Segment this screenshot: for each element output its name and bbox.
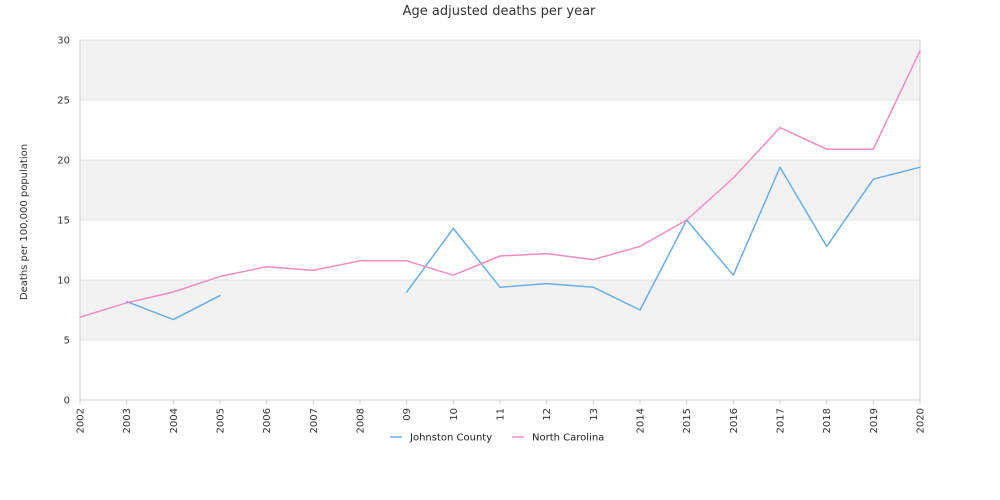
y-axis-label: Deaths per 100,000 population <box>19 144 30 300</box>
x-tick-label: 2017 <box>776 408 787 433</box>
x-tick-label: 12 <box>542 408 553 421</box>
x-tick-label: 09 <box>402 408 413 421</box>
grid-band <box>80 40 920 100</box>
x-tick-label: 2015 <box>682 408 693 433</box>
x-tick-label: 2007 <box>309 408 320 433</box>
x-tick-label: 2020 <box>916 408 927 433</box>
x-tick-label: 2016 <box>729 408 740 433</box>
legend-label-north-carolina: North Carolina <box>532 433 604 444</box>
grid-band <box>80 100 920 160</box>
grid-band <box>80 160 920 220</box>
x-tick-label: 2004 <box>169 408 180 433</box>
y-tick-label: 5 <box>64 336 70 347</box>
x-tick-label: 2014 <box>636 408 647 433</box>
grid-band <box>80 340 920 400</box>
x-tick-label: 2018 <box>822 408 833 433</box>
grid-band <box>80 280 920 340</box>
x-tick-label: 11 <box>496 408 507 421</box>
y-tick-label: 20 <box>57 156 70 167</box>
chart-title: Age adjusted deaths per year <box>403 4 596 19</box>
legend: Johnston County North Carolina <box>390 433 604 444</box>
x-tick-label: 13 <box>589 408 600 421</box>
y-tick-label: 30 <box>57 36 70 47</box>
x-tick-label: 2019 <box>869 408 880 433</box>
legend-label-johnston-county: Johnston County <box>409 433 492 444</box>
x-tick-label: 2008 <box>356 408 367 433</box>
y-tick-label: 25 <box>57 96 70 107</box>
y-tick-label: 10 <box>57 276 70 287</box>
y-tick-label: 15 <box>57 216 70 227</box>
x-tick-label: 2006 <box>262 408 273 433</box>
grid-band <box>80 220 920 280</box>
x-tick-label: 2005 <box>216 408 227 433</box>
x-tick-label: 2002 <box>76 408 87 433</box>
series-line-johnston-county <box>125 294 221 321</box>
series-line-johnston-county <box>405 166 921 311</box>
x-tick-label: 2003 <box>122 408 133 433</box>
x-tick-label: 10 <box>449 408 460 421</box>
y-tick-label: 0 <box>64 396 70 407</box>
